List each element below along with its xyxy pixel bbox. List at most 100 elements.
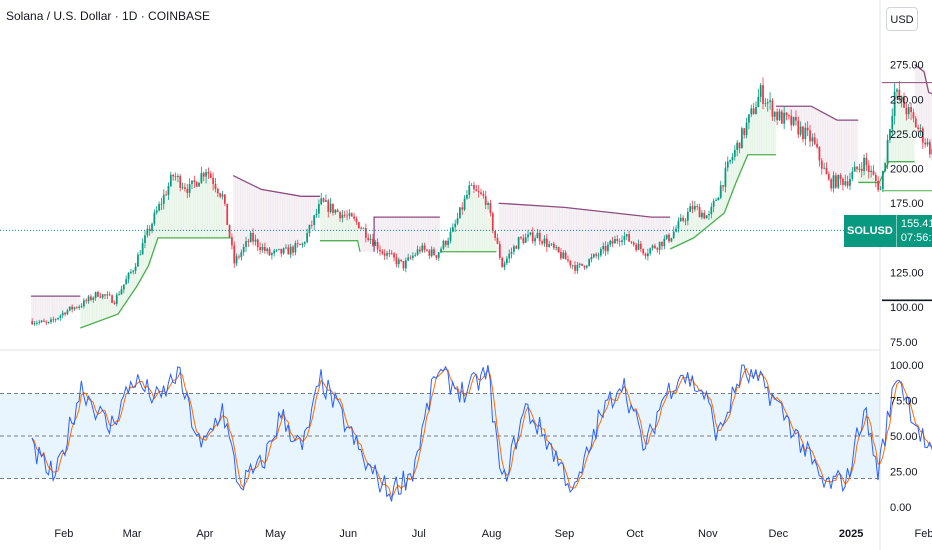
supertrend-fill (583, 209, 586, 264)
candle-body (654, 245, 656, 249)
candle-body (191, 180, 193, 185)
candle-body (292, 246, 294, 253)
supertrend-fill (686, 213, 690, 242)
supertrend-fill (787, 106, 791, 122)
candle-body (487, 202, 489, 205)
supertrend-fill (240, 178, 243, 253)
candle-body (252, 232, 254, 242)
supertrend-fill (294, 195, 297, 248)
supertrend-fill (70, 296, 74, 309)
supertrend-fill (68, 296, 72, 310)
supertrend-fill (265, 190, 269, 253)
candle-body (172, 174, 175, 177)
candle-body (68, 306, 71, 311)
candle-body (910, 107, 912, 113)
candle-body (179, 176, 182, 188)
supertrend-fill (688, 210, 692, 241)
candle-body (322, 198, 325, 202)
price-tick-label: 250.00 (890, 94, 924, 106)
supertrend-fill (820, 111, 824, 165)
supertrend-fill (153, 217, 156, 252)
supertrend-fill (96, 293, 100, 322)
candle-body (271, 253, 273, 256)
supertrend-fill (646, 216, 650, 251)
supertrend-fill (648, 216, 652, 249)
candle-body (52, 319, 55, 321)
supertrend-fill (665, 217, 669, 240)
candle-body (604, 246, 607, 252)
supertrend-fill (233, 175, 236, 263)
supertrend-fill (768, 105, 772, 155)
supertrend-fill (905, 109, 908, 162)
candle-body (477, 191, 480, 193)
supertrend-fill (921, 69, 925, 137)
supertrend-fill (211, 180, 215, 238)
supertrend-fill (717, 192, 720, 219)
supertrend-fill (174, 177, 177, 238)
candle-body (393, 253, 395, 258)
candle-body (186, 188, 189, 193)
supertrend-fill (853, 120, 857, 172)
supertrend-fill (124, 280, 128, 304)
supertrend-fill (827, 115, 831, 183)
supertrend-fill (698, 211, 701, 235)
supertrend-fill (623, 213, 626, 237)
supertrend-fill (707, 217, 711, 227)
candle-body (181, 187, 184, 189)
candle-body (346, 215, 348, 217)
candle-body (169, 174, 172, 186)
candle-body (404, 260, 407, 269)
candle-body (703, 212, 706, 219)
supertrend-fill (430, 217, 434, 253)
candle-body (686, 211, 689, 221)
supertrend-fill (369, 237, 372, 252)
candle-body (177, 176, 179, 178)
supertrend-fill (169, 180, 173, 238)
supertrend-line-down (232, 174, 321, 197)
candle-body (827, 174, 830, 180)
supertrend-fill (475, 193, 478, 252)
candle-body (111, 295, 113, 303)
candle-body (219, 193, 222, 197)
supertrend-fill (538, 205, 542, 238)
supertrend-fill (404, 217, 408, 264)
candle-body (557, 247, 560, 253)
candle-body (832, 175, 835, 189)
supertrend-fill (750, 114, 753, 155)
supertrend-fill (157, 206, 161, 238)
supertrend-fill (197, 177, 201, 238)
supertrend-fill (691, 207, 694, 240)
supertrend-fill (898, 99, 901, 162)
supertrend-fill (714, 198, 718, 221)
candle-body (870, 170, 872, 173)
candle-body (503, 263, 506, 268)
candle-body (550, 243, 553, 245)
candle-body (658, 241, 661, 250)
candle-body (501, 257, 504, 268)
supertrend-fill (611, 212, 614, 243)
candle-body (665, 234, 668, 239)
candle-body (616, 238, 619, 242)
supertrend-fill (416, 217, 419, 252)
candle-body (130, 271, 132, 273)
supertrend-fill (181, 183, 184, 238)
candle-body (280, 248, 283, 254)
supertrend-fill (503, 203, 506, 263)
currency-button[interactable]: USD (886, 7, 918, 31)
time-tick-label: Jun (339, 528, 357, 540)
candle-body (712, 200, 715, 207)
candle-body (228, 224, 231, 238)
candle-body (924, 142, 927, 145)
supertrend-fill (811, 106, 814, 141)
supertrend-fill (275, 191, 278, 254)
supertrend-fill (336, 211, 340, 241)
stochastic-pane[interactable] (0, 364, 932, 507)
supertrend-fill (66, 296, 69, 311)
supertrend-fill (277, 192, 281, 253)
supertrend-fill (815, 108, 819, 153)
supertrend-fill (587, 210, 591, 261)
supertrend-fill (517, 204, 520, 241)
candle-body (261, 246, 264, 251)
supertrend-fill (202, 171, 206, 238)
price-pane[interactable] (0, 64, 932, 329)
